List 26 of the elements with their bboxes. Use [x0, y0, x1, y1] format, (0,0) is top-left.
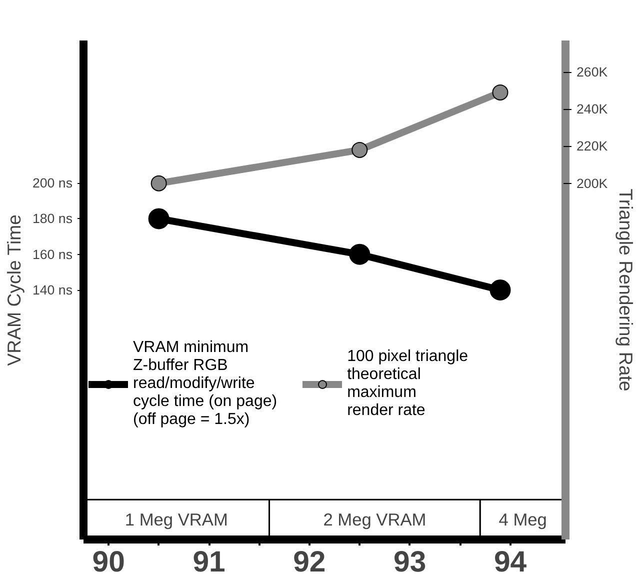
x-tick-label: 90: [92, 546, 125, 574]
point: [349, 244, 370, 265]
band-label: 4 Meg: [498, 510, 547, 530]
y2-tick-label: 200K: [576, 176, 608, 191]
x-tick-label: 93: [394, 546, 426, 574]
x-tick-label: 94: [494, 546, 528, 574]
point: [150, 175, 167, 192]
band-label: 2 Meg VRAM: [323, 510, 426, 530]
point: [490, 280, 511, 300]
x-tick-label: 91: [192, 546, 226, 574]
x-tick-label: 92: [293, 546, 326, 574]
y2-tick-label: 260K: [576, 64, 608, 80]
y-tick-label: 200 ns: [32, 176, 73, 191]
y2-tick-label: 240K: [576, 102, 608, 117]
y2-axis-title: Triangle Rendering Rate: [616, 188, 637, 392]
y-tick-label: 180 ns: [32, 211, 73, 226]
band-label: 1 Meg VRAM: [124, 510, 228, 530]
y2-tick-label: 220K: [576, 138, 608, 154]
point: [352, 142, 368, 158]
y-axis-title: VRAM Cycle Time: [3, 214, 24, 366]
point: [492, 84, 508, 100]
legend-label: 100 pixel triangle theoretical maximum render rate: [347, 348, 468, 420]
point: [148, 208, 170, 230]
legend-label: VRAM minimum Z-buffer RGB read/modify/write cycle time (on page) (off page = 1.5x): [133, 339, 278, 429]
y-tick-label: 140 ns: [32, 282, 73, 298]
y-tick-label: 160 ns: [32, 246, 73, 262]
